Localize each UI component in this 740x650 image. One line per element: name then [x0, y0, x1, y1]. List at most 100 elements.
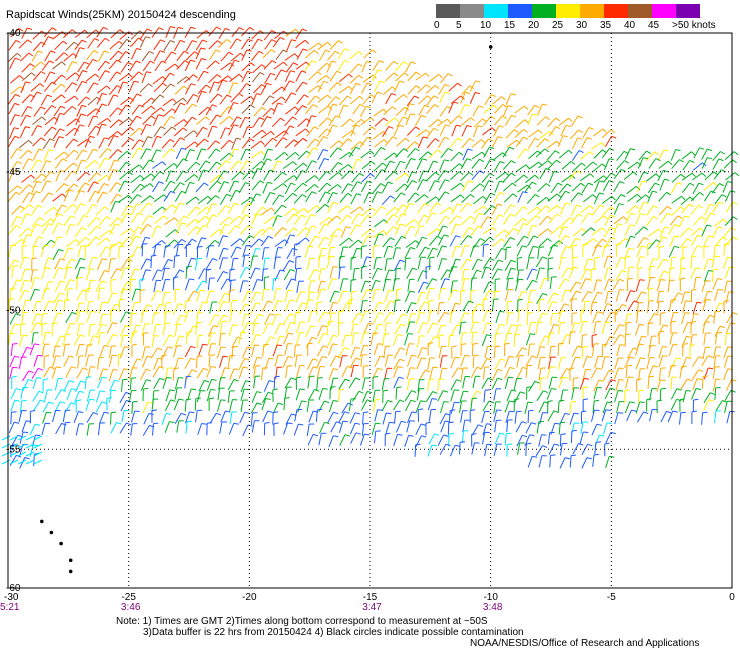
wind-barb	[460, 158, 468, 170]
wind-barb	[459, 202, 469, 213]
wind-barb-flag	[191, 369, 197, 373]
wind-barb	[592, 454, 595, 467]
wind-barb	[580, 268, 587, 281]
wind-barb	[65, 72, 76, 81]
wind-barb-flag	[101, 103, 107, 107]
wind-barb-flag	[565, 190, 571, 194]
wind-barb-flag	[33, 245, 39, 248]
wind-barb	[274, 130, 286, 139]
wind-barb	[173, 239, 183, 249]
wind-barb-flag	[311, 160, 317, 163]
wind-barb	[229, 310, 233, 323]
wind-barb-flag	[640, 213, 646, 216]
wind-barb-flag	[16, 53, 22, 57]
wind-barb	[338, 85, 350, 94]
wind-barb	[613, 203, 620, 215]
wind-barb	[526, 194, 536, 204]
wind-barb	[714, 325, 721, 338]
wind-barb-flag	[279, 194, 285, 198]
wind-barb-flag	[266, 116, 272, 119]
wind-barb	[384, 290, 390, 303]
wind-barb	[426, 322, 434, 334]
wind-barb-flag	[314, 269, 320, 272]
wind-barb	[194, 258, 198, 271]
wind-barb	[109, 223, 116, 236]
wind-barb	[439, 106, 448, 117]
wind-barb-flag	[11, 375, 17, 378]
wind-barb	[174, 324, 178, 337]
lon-tick-label: -20	[242, 592, 257, 603]
wind-barb-flag	[675, 149, 681, 152]
wind-barb-flag	[454, 356, 460, 359]
wind-barb	[161, 268, 166, 281]
wind-barb-flag	[528, 409, 534, 412]
wind-barb	[330, 378, 334, 390]
wind-barb-flag	[160, 39, 166, 43]
wind-barb-flag	[314, 175, 319, 180]
wind-barb-flag	[479, 238, 485, 242]
wind-barb-flag	[523, 223, 529, 226]
wind-barb	[198, 106, 209, 116]
wind-barb	[207, 332, 212, 345]
wind-barb-flag	[92, 256, 98, 259]
wind-barb	[539, 130, 550, 139]
wind-barb	[194, 398, 197, 411]
wind-barb-flag	[370, 173, 375, 178]
wind-barb-flag	[283, 152, 289, 156]
wind-barb	[228, 202, 235, 214]
wind-barb	[439, 355, 443, 368]
wind-barb-flag	[324, 311, 329, 315]
wind-barb-flag	[663, 169, 669, 173]
lon-tick-label: -15	[363, 592, 378, 603]
wind-barb-flag	[482, 118, 487, 123]
wind-barb	[524, 402, 529, 415]
wind-barb-flag	[321, 288, 327, 291]
wind-barb-flag	[564, 457, 571, 460]
wind-barb-flag	[497, 268, 503, 271]
wind-barb-flag	[458, 151, 464, 156]
wind-barb	[547, 204, 558, 213]
wind-barb	[546, 140, 557, 149]
wind-barb-flag	[696, 301, 702, 304]
wind-barb	[525, 365, 528, 378]
wind-barb-flag	[233, 82, 239, 85]
wind-barb-flag	[401, 420, 407, 423]
wind-barb	[154, 215, 165, 224]
wind-barb-flag	[479, 183, 485, 188]
wind-barb	[327, 334, 334, 347]
wind-barb-flag	[150, 105, 156, 110]
wind-barb	[449, 137, 458, 148]
wind-barb	[217, 301, 224, 313]
wind-barb-flag	[630, 224, 636, 227]
wind-barb-flag	[14, 323, 20, 326]
wind-barb	[316, 377, 319, 390]
wind-barb-flag	[189, 149, 195, 152]
wind-barb	[384, 354, 389, 367]
wind-barb-flag	[421, 435, 427, 438]
wind-barb	[307, 434, 314, 446]
wind-barb-flag	[471, 433, 477, 435]
wind-barb	[460, 92, 466, 104]
wind-barb-flag	[347, 95, 352, 99]
wind-barb	[450, 95, 461, 104]
wind-barb	[714, 410, 717, 423]
wind-barb-flag	[171, 51, 177, 55]
wind-barb	[273, 183, 284, 191]
wind-barb	[692, 172, 703, 181]
wind-barb	[241, 197, 252, 205]
wind-barb	[209, 81, 215, 94]
wind-barb-flag	[373, 245, 379, 247]
wind-barb	[339, 95, 348, 106]
wind-barb-flag	[377, 343, 383, 345]
wind-barb	[117, 81, 124, 94]
wind-barb-flag	[230, 279, 237, 281]
wind-barb	[205, 258, 214, 270]
wind-barb	[8, 245, 12, 258]
wind-barb-flag	[38, 148, 44, 151]
wind-barb-flag	[355, 346, 361, 349]
wind-barb-flag	[304, 39, 310, 45]
wind-barb	[229, 160, 239, 171]
wind-barb	[484, 346, 488, 359]
wind-barb-flag	[532, 455, 538, 458]
